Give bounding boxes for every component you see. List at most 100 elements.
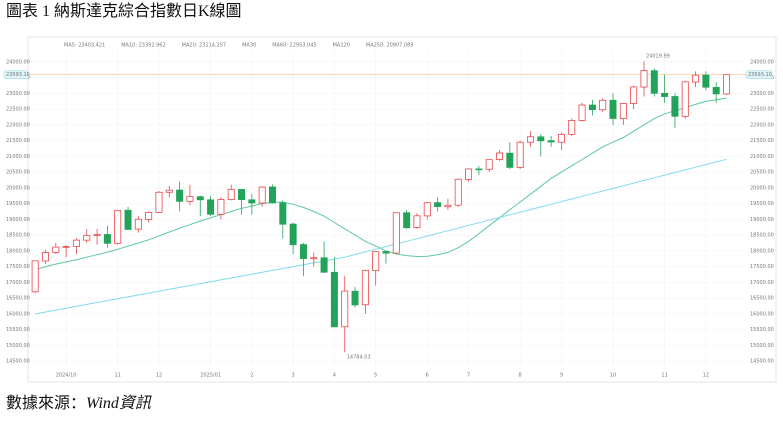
candle-body bbox=[568, 120, 576, 135]
indicator-label: MA5: 23403.421 bbox=[64, 43, 105, 49]
candle-body bbox=[62, 246, 70, 248]
y-tick-label: 20500.00 bbox=[6, 170, 30, 176]
candle-body bbox=[392, 212, 400, 254]
y-tick-label-right: 22000.00 bbox=[750, 122, 774, 128]
y-tick-label-right: 19500.00 bbox=[750, 201, 774, 207]
candle-body bbox=[279, 202, 287, 225]
candle-body bbox=[258, 186, 266, 204]
candle-body bbox=[661, 92, 669, 97]
indicator-label: MA250: 20907.089 bbox=[366, 43, 414, 49]
candle-body bbox=[619, 103, 627, 119]
x-tick-label: 5 bbox=[374, 373, 377, 379]
y-tick-label-right: 21000.00 bbox=[750, 154, 774, 160]
y-tick-label: 15500.00 bbox=[6, 327, 30, 333]
candle-body bbox=[516, 141, 524, 168]
candle-body bbox=[299, 244, 307, 260]
last-price-badge-left bbox=[3, 70, 29, 79]
ma-line bbox=[35, 158, 727, 315]
last-price-badge bbox=[745, 70, 773, 79]
candle-body bbox=[506, 152, 514, 168]
candle-body bbox=[403, 212, 411, 229]
y-tick-label-right: 14500.00 bbox=[750, 359, 774, 365]
last-price-label-left: 23593.10 bbox=[6, 72, 30, 78]
candle-body bbox=[124, 209, 132, 230]
y-tick-label: 16000.00 bbox=[6, 311, 30, 317]
y-tick-label: 18000.00 bbox=[6, 248, 30, 254]
x-tick-label: 2 bbox=[250, 373, 253, 379]
candle-body bbox=[320, 257, 328, 273]
y-tick-label-right: 18500.00 bbox=[750, 233, 774, 239]
candle-body bbox=[351, 290, 359, 306]
candle-body bbox=[361, 269, 369, 306]
candle-body bbox=[114, 209, 122, 244]
y-tick-label-right: 16000.00 bbox=[750, 311, 774, 317]
candle-body bbox=[723, 74, 731, 95]
y-tick-label: 19500.00 bbox=[6, 201, 30, 207]
x-tick-label: 2024/10 bbox=[56, 373, 77, 379]
candle-body bbox=[165, 189, 173, 193]
candle-body bbox=[268, 186, 276, 204]
y-tick-label-right: 21500.00 bbox=[750, 138, 774, 144]
x-tick-label: 2025/01 bbox=[200, 373, 221, 379]
y-tick-label-right: 18000.00 bbox=[750, 248, 774, 254]
indicator-label: MA30 bbox=[242, 43, 256, 49]
candle-body bbox=[83, 235, 91, 241]
candle-body bbox=[537, 136, 545, 142]
candle-body bbox=[145, 212, 153, 220]
y-tick-label: 23000.00 bbox=[6, 91, 30, 97]
candle-body bbox=[134, 218, 142, 230]
candle-body bbox=[238, 189, 246, 201]
candle-body bbox=[578, 104, 586, 121]
candle-body bbox=[186, 196, 194, 202]
y-tick-label: 16500.00 bbox=[6, 296, 30, 302]
y-tick-label: 17000.00 bbox=[6, 280, 30, 286]
chart-title: 圖表 1 納斯達克綜合指數日K線圖 bbox=[6, 2, 242, 20]
y-tick-label: 21000.00 bbox=[6, 154, 30, 160]
candle-body bbox=[609, 99, 617, 119]
indicator-label: MA10: 23392.962 bbox=[121, 43, 165, 49]
y-tick-label-right: 17000.00 bbox=[750, 280, 774, 286]
y-tick-label: 14500.00 bbox=[6, 359, 30, 365]
candle-body bbox=[496, 152, 504, 160]
low-annotation: 14784.03 bbox=[347, 355, 371, 361]
indicator-label: MA60: 22953.045 bbox=[272, 43, 316, 49]
candle-body bbox=[671, 96, 679, 117]
y-tick-label: 22500.00 bbox=[6, 107, 30, 113]
x-tick-label: 11 bbox=[661, 373, 667, 379]
candle-body bbox=[702, 74, 710, 88]
candle-body bbox=[692, 74, 700, 83]
indicator-label: MA20: 23114.257 bbox=[182, 43, 226, 49]
candle-body bbox=[372, 251, 380, 271]
y-tick-label: 15000.00 bbox=[6, 343, 30, 349]
candle-body bbox=[712, 86, 720, 95]
candle-body bbox=[289, 223, 297, 246]
chart-frame bbox=[27, 36, 777, 383]
x-tick-label: 4 bbox=[333, 373, 336, 379]
source-label: 數據來源： bbox=[6, 394, 86, 412]
candle-body bbox=[423, 202, 431, 217]
indicator-label: MA120 bbox=[333, 43, 350, 49]
candle-body bbox=[93, 234, 101, 236]
candle-body bbox=[588, 104, 596, 111]
candle-body bbox=[650, 70, 658, 94]
x-tick-label: 9 bbox=[560, 373, 563, 379]
y-tick-label: 22000.00 bbox=[6, 122, 30, 128]
candle-body bbox=[155, 191, 163, 213]
y-tick-label: 20000.00 bbox=[6, 185, 30, 191]
candle-body bbox=[196, 196, 204, 201]
candle-body bbox=[227, 188, 235, 200]
x-tick-label: 3 bbox=[292, 373, 295, 379]
y-tick-label-right: 16500.00 bbox=[750, 296, 774, 302]
candle-body bbox=[444, 204, 452, 208]
y-tick-label: 18500.00 bbox=[6, 233, 30, 239]
candle-body bbox=[681, 81, 689, 117]
candle-body bbox=[413, 215, 421, 228]
candle-body bbox=[310, 257, 318, 260]
y-tick-label: 21500.00 bbox=[6, 138, 30, 144]
last-price-label: 23593.10 bbox=[748, 72, 772, 78]
ma-line bbox=[35, 97, 727, 271]
source: 數據來源：Wind資訊 bbox=[6, 394, 152, 412]
y-tick-label-right: 24000.00 bbox=[750, 59, 774, 65]
